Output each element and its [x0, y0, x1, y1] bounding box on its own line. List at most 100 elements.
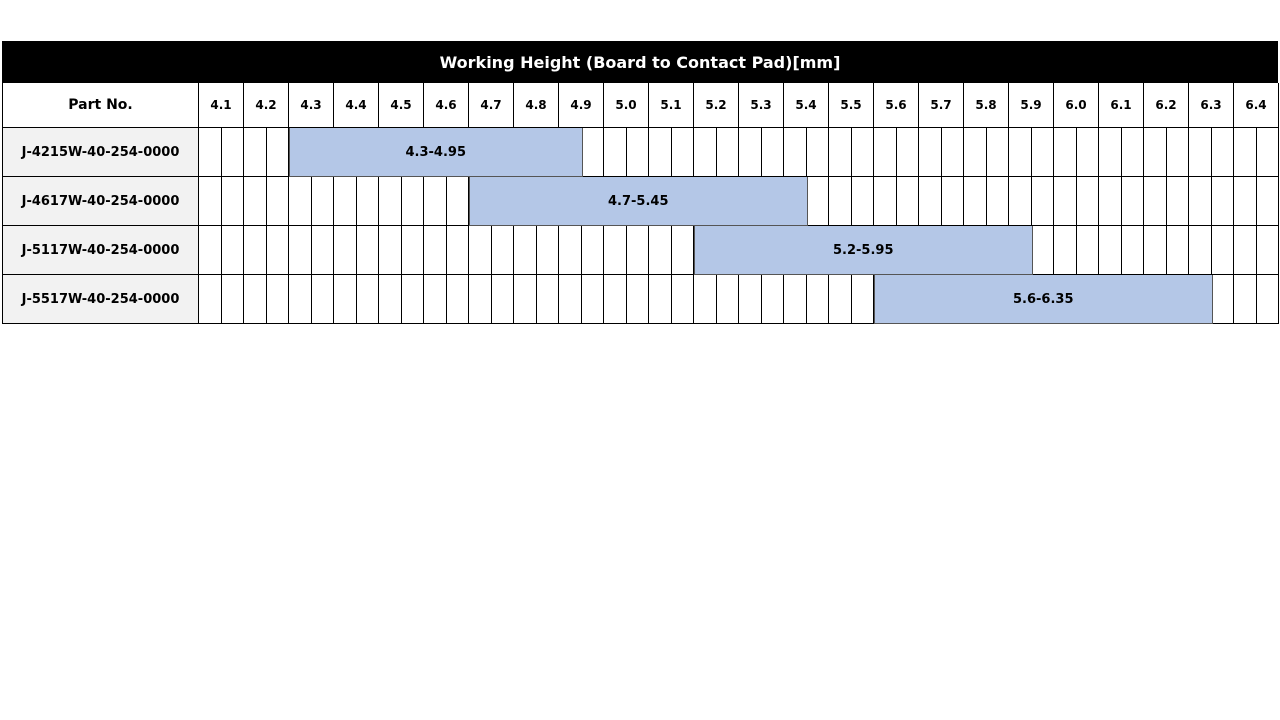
- column-header: 5.3: [739, 83, 784, 128]
- grid-cell: [1256, 128, 1279, 177]
- table-title: Working Height (Board to Contact Pad)[mm…: [2, 41, 1278, 83]
- column-header: 4.2: [244, 83, 289, 128]
- grid-cell: [1031, 177, 1054, 226]
- grid-cell: [424, 177, 447, 226]
- grid-cell: [491, 226, 514, 275]
- grid-cell: [1211, 226, 1234, 275]
- column-header: 4.6: [424, 83, 469, 128]
- grid-cell: [806, 275, 829, 324]
- grid-cell: [739, 128, 762, 177]
- column-header: 4.5: [379, 83, 424, 128]
- grid-cell: [1121, 226, 1144, 275]
- grid-cell: [199, 226, 222, 275]
- grid-cell: [986, 128, 1009, 177]
- grid-cell: [626, 275, 649, 324]
- grid-cell: [334, 275, 357, 324]
- grid-cell: [199, 128, 222, 177]
- grid-cell: [266, 226, 289, 275]
- grid-cell: [941, 177, 964, 226]
- grid-cell: [1234, 128, 1257, 177]
- grid-cell: [311, 226, 334, 275]
- column-header: 6.3: [1189, 83, 1234, 128]
- grid-cell: [919, 128, 942, 177]
- column-header: 5.0: [604, 83, 649, 128]
- grid-cell: [356, 177, 379, 226]
- column-header: 4.1: [199, 83, 244, 128]
- column-header: 5.7: [919, 83, 964, 128]
- grid-cell: [1189, 177, 1212, 226]
- grid-cell: [401, 275, 424, 324]
- grid-cell: [986, 177, 1009, 226]
- grid-cell: [356, 226, 379, 275]
- grid-cell: [874, 128, 897, 177]
- grid-cell: [1189, 226, 1212, 275]
- grid-cell: [671, 128, 694, 177]
- grid-cell: [1166, 226, 1189, 275]
- column-header: 5.9: [1009, 83, 1054, 128]
- grid-cell: [716, 128, 739, 177]
- grid-cell: [1234, 275, 1257, 324]
- grid-cell: [919, 177, 942, 226]
- grid-cell: [896, 128, 919, 177]
- grid-cell: [536, 275, 559, 324]
- grid-cell: [1166, 128, 1189, 177]
- grid-cell: [604, 128, 627, 177]
- grid-cell: [851, 177, 874, 226]
- grid-cell: [1256, 177, 1279, 226]
- grid-cell: [964, 177, 987, 226]
- grid-cell: [446, 226, 469, 275]
- grid-cell: [1009, 177, 1032, 226]
- grid-cell: [469, 275, 492, 324]
- grid-cell: [446, 177, 469, 226]
- grid-cell: [896, 177, 919, 226]
- grid-cell: [1031, 128, 1054, 177]
- grid-cell: [401, 226, 424, 275]
- grid-cell: [1054, 177, 1077, 226]
- grid-cell: [761, 128, 784, 177]
- grid-cell: [1144, 226, 1167, 275]
- grid-cell: [199, 275, 222, 324]
- grid-cell: [311, 275, 334, 324]
- grid-cell: [1076, 226, 1099, 275]
- grid-cell: [491, 275, 514, 324]
- grid-cell: [649, 275, 672, 324]
- grid-cell: [649, 226, 672, 275]
- grid-cell: [1234, 226, 1257, 275]
- grid-cell: [1099, 226, 1122, 275]
- column-header: 5.2: [694, 83, 739, 128]
- part-no-header: Part No.: [2, 83, 199, 128]
- grid-cell: [626, 226, 649, 275]
- grid-cell: [649, 128, 672, 177]
- grid-cell: [244, 226, 267, 275]
- grid-cell: [1076, 128, 1099, 177]
- grid-cell: [829, 177, 852, 226]
- grid-cell: [604, 275, 627, 324]
- part-number: J-5517W-40-254-0000: [2, 275, 199, 324]
- grid-cell: [536, 226, 559, 275]
- height-range-bar: 5.2-5.95: [694, 226, 1033, 275]
- grid-cell: [671, 226, 694, 275]
- grid-cell: [1256, 226, 1279, 275]
- grid-cell: [244, 128, 267, 177]
- grid-cell: [694, 275, 717, 324]
- grid-cell: [1076, 177, 1099, 226]
- part-number: J-4617W-40-254-0000: [2, 177, 199, 226]
- grid-cell: [514, 275, 537, 324]
- column-header: 5.4: [784, 83, 829, 128]
- grid-cell: [761, 275, 784, 324]
- grid-cell: [1144, 128, 1167, 177]
- grid-cell: [289, 226, 312, 275]
- grid-cell: [311, 177, 334, 226]
- grid-cell: [1211, 275, 1234, 324]
- grid-cell: [1031, 226, 1054, 275]
- grid-cell: [1054, 226, 1077, 275]
- grid-cell: [559, 226, 582, 275]
- grid-cell: [469, 226, 492, 275]
- column-header: 6.4: [1234, 83, 1279, 128]
- grid-cell: [379, 275, 402, 324]
- grid-cell: [626, 128, 649, 177]
- grid-cell: [221, 275, 244, 324]
- grid-cell: [289, 177, 312, 226]
- column-header: 4.3: [289, 83, 334, 128]
- grid-cell: [334, 177, 357, 226]
